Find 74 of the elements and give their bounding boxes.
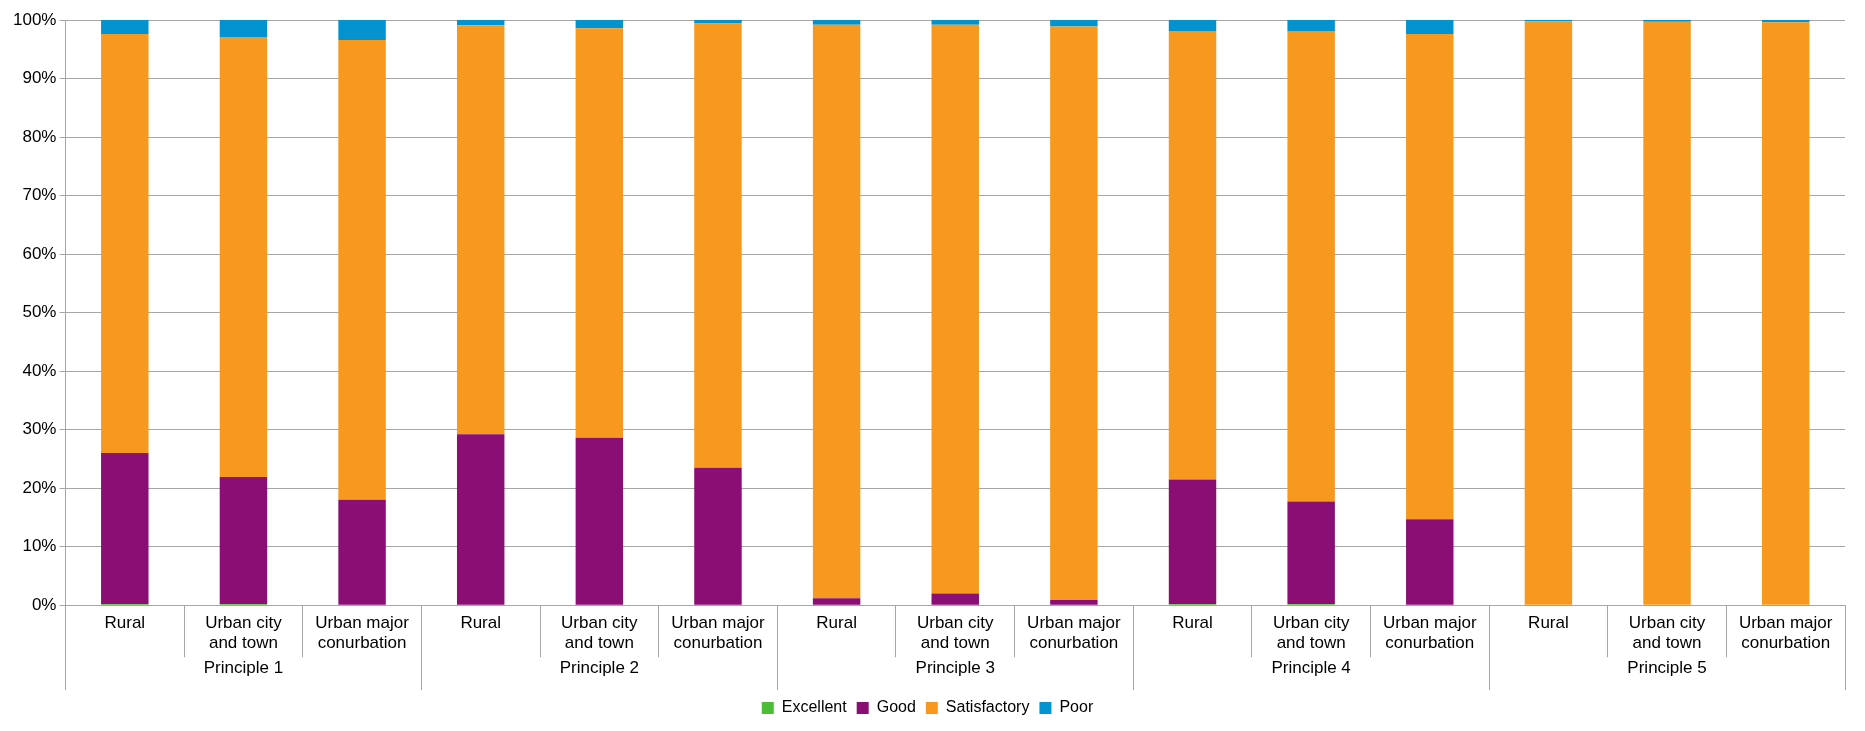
bar bbox=[694, 23, 742, 468]
y-tick-label: 0% bbox=[31, 594, 57, 614]
text: Principle 4 bbox=[1271, 657, 1351, 677]
y-tick-label: 90% bbox=[22, 68, 57, 88]
bar bbox=[338, 499, 386, 605]
x-tick-label: Urban major conurbation bbox=[671, 613, 766, 653]
bar bbox=[812, 598, 861, 605]
bar bbox=[931, 593, 979, 605]
bar bbox=[694, 20, 742, 24]
bar bbox=[456, 25, 505, 435]
bar bbox=[931, 20, 979, 25]
bar bbox=[1287, 501, 1335, 605]
bar bbox=[694, 467, 742, 605]
bar bbox=[101, 34, 149, 454]
x-tick-label: Urban major conurbation bbox=[1383, 613, 1477, 653]
text: Principle 3 bbox=[915, 657, 995, 677]
bar bbox=[456, 434, 505, 605]
bar bbox=[931, 24, 979, 594]
y-tick-label: 100% bbox=[13, 9, 57, 29]
x-tick-label: Urban city and town bbox=[1272, 613, 1350, 653]
bar bbox=[1524, 21, 1573, 605]
bar bbox=[1643, 21, 1691, 605]
y-tick-label: 70% bbox=[22, 185, 57, 205]
x-tick-label: Urban city and town bbox=[561, 613, 639, 653]
x-tick-label: Rural bbox=[104, 613, 146, 633]
x-tick-label: Rural bbox=[816, 613, 857, 633]
bar bbox=[575, 437, 624, 605]
bar bbox=[812, 24, 861, 599]
x-tick-label: Rural bbox=[1172, 613, 1213, 633]
y-tick-label: 10% bbox=[22, 536, 57, 556]
bar bbox=[1168, 31, 1217, 480]
bar bbox=[456, 20, 505, 26]
bar bbox=[219, 36, 268, 478]
bar bbox=[1050, 599, 1098, 605]
y-tick-label: 50% bbox=[22, 302, 57, 322]
y-tick-label: 30% bbox=[22, 419, 57, 439]
legend-label: Good bbox=[876, 698, 916, 716]
text: Principle 5 bbox=[1627, 657, 1707, 677]
legend-label: Satisfactory bbox=[945, 698, 1030, 716]
bar bbox=[812, 20, 861, 25]
text: Principle 2 bbox=[559, 657, 640, 677]
x-tick-label: Urban major conurbation bbox=[1738, 613, 1833, 653]
bar bbox=[575, 20, 624, 29]
bar bbox=[1168, 479, 1217, 605]
bar bbox=[1050, 26, 1098, 600]
x-tick-label: Urban city and town bbox=[916, 613, 994, 653]
text: Principle 1 bbox=[203, 657, 284, 677]
y-tick-label: 80% bbox=[22, 126, 57, 146]
bar bbox=[1406, 519, 1454, 605]
bar bbox=[1761, 22, 1810, 605]
bar bbox=[219, 20, 268, 37]
bar bbox=[338, 20, 386, 40]
y-tick-label: 40% bbox=[22, 360, 57, 380]
x-tick-label: Rural bbox=[460, 613, 502, 633]
bar bbox=[575, 28, 624, 438]
y-tick-label: 60% bbox=[22, 243, 57, 263]
bar bbox=[1406, 34, 1454, 520]
bar bbox=[101, 20, 149, 35]
x-tick-label: Urban city and town bbox=[1628, 613, 1706, 653]
bar bbox=[219, 477, 268, 605]
bar bbox=[1050, 20, 1098, 27]
x-tick-label: Urban major conurbation bbox=[1027, 613, 1121, 653]
bar bbox=[1287, 20, 1335, 32]
bar bbox=[1168, 20, 1217, 32]
legend-label: Excellent bbox=[781, 698, 848, 716]
bar bbox=[101, 453, 149, 605]
bar bbox=[338, 39, 386, 500]
x-tick-label: Urban major conurbation bbox=[315, 613, 410, 653]
legend-label: Poor bbox=[1059, 698, 1094, 716]
x-tick-label: Urban city and town bbox=[205, 613, 283, 653]
x-tick-label: Rural bbox=[1528, 613, 1569, 633]
bar bbox=[1287, 31, 1335, 502]
bar bbox=[1406, 20, 1454, 35]
y-tick-label: 20% bbox=[22, 477, 57, 497]
